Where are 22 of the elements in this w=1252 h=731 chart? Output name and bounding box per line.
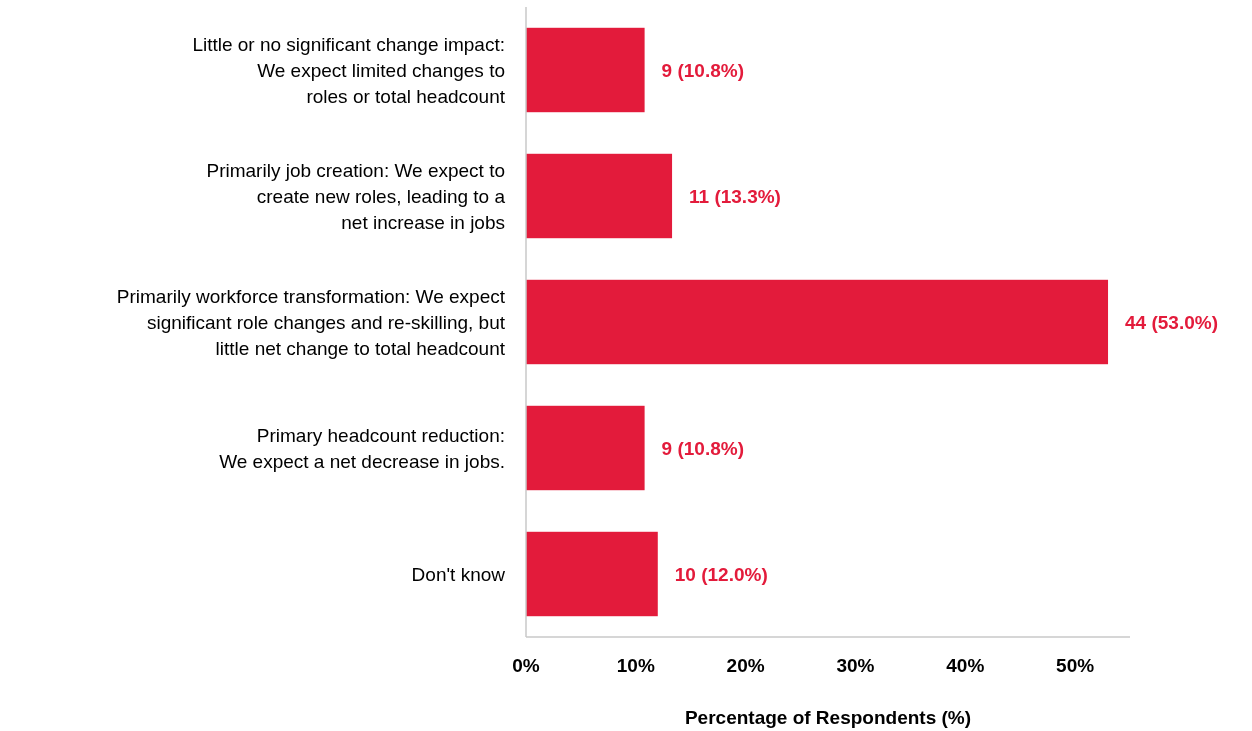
x-tick-label: 10%	[616, 655, 655, 676]
bar	[526, 279, 1109, 365]
data-label: 10 (12.0%)	[674, 563, 768, 585]
y-tick-label: Little or no significant change impact: We expect limited changes to roles or total headcount	[192, 33, 506, 107]
x-tick-label: 30%	[836, 655, 875, 676]
data-label: 11 (13.3%)	[689, 185, 781, 207]
data-label: 44 (53.0%)	[1125, 311, 1218, 333]
bar	[526, 27, 645, 113]
y-tick-label: Primary headcount reduction: We expect a net decrease in jobs.	[219, 424, 505, 472]
x-axis-title: Percentage of Respondents (%)	[684, 707, 972, 728]
x-tick-label: 20%	[726, 655, 765, 676]
x-tick-label: 0%	[512, 655, 540, 676]
y-tick-label: Don't know	[411, 563, 506, 585]
data-label: 9 (10.8%)	[661, 59, 744, 81]
bar	[526, 153, 673, 239]
y-tick-label: Primarily job creation: We expect to create new roles, leading to a net increase in jobs	[206, 159, 506, 233]
bar	[526, 531, 658, 617]
x-tick-label: 40%	[946, 655, 985, 676]
bar	[526, 405, 645, 491]
x-tick-label: 50%	[1056, 655, 1095, 676]
y-tick-label: Primarily workforce transformation: We expect significant role changes and re-skilling, but little net change to total headcount	[116, 285, 506, 359]
data-label: 9 (10.8%)	[661, 437, 744, 459]
